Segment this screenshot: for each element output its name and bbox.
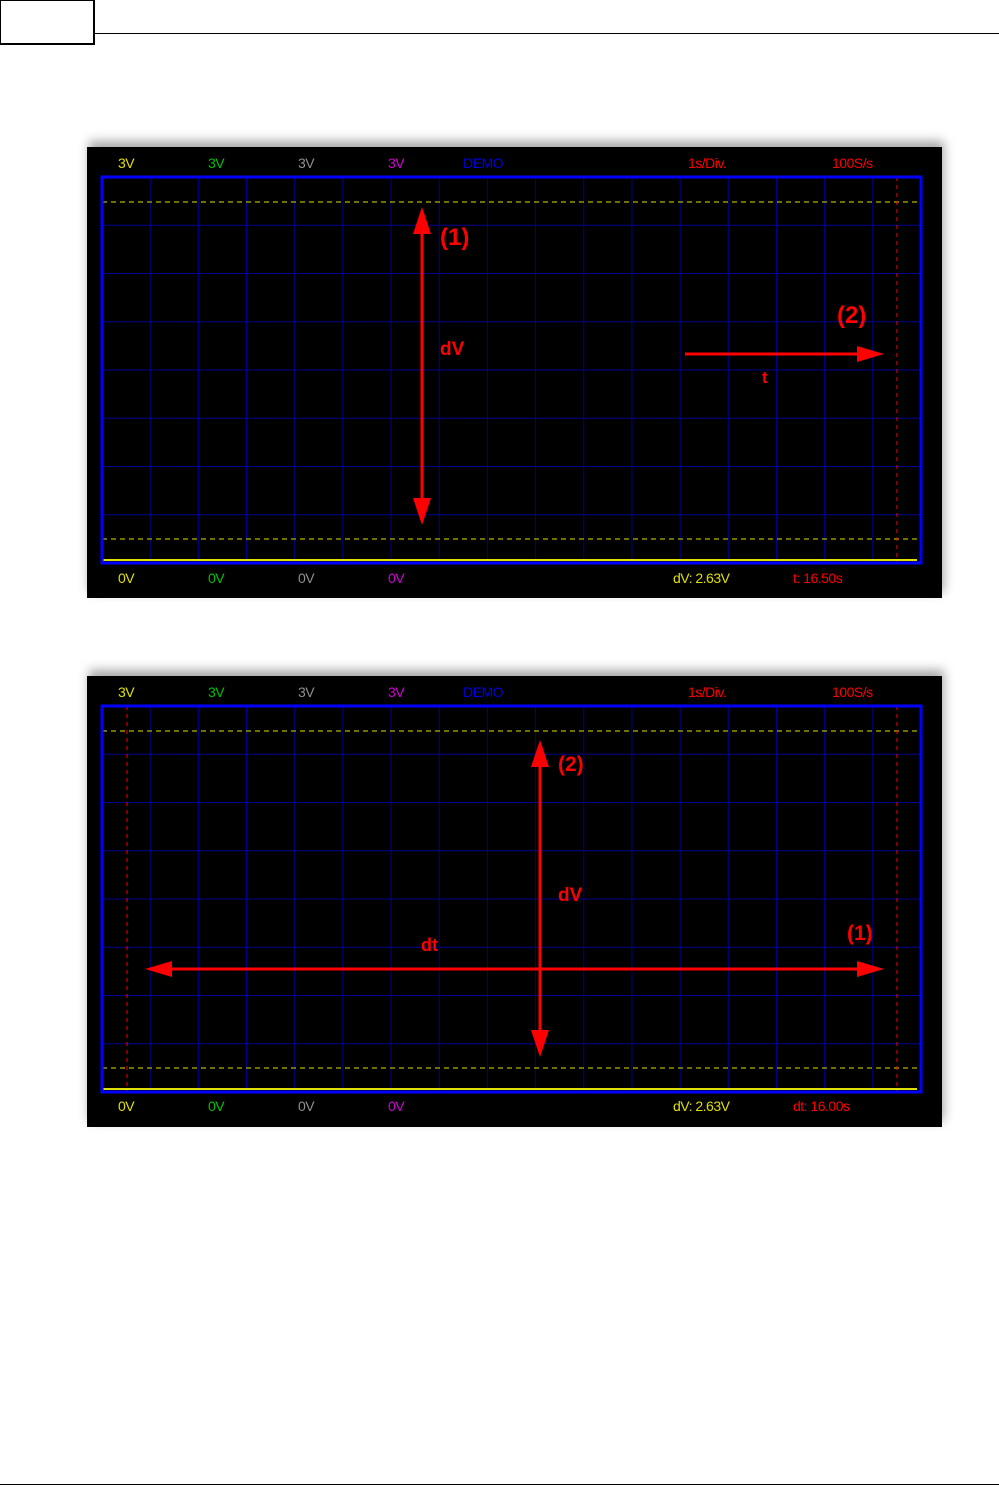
dv-arrow [531, 740, 549, 1057]
scope-display-1: (1) dV (2) t 3V 3V 3V 3V DEMO 1s/Div. 10… [100, 155, 923, 586]
ch3-scale: 3V [298, 684, 315, 700]
ch2-offset: 0V [208, 570, 225, 586]
oscilloscope-screenshot-2: (2) dV (1) dt 3V 3V 3V 3V DEMO 1s/Div. 1… [87, 676, 942, 1127]
dv-readout: dV: 2.63V [673, 570, 731, 586]
ch3-offset: 0V [298, 570, 315, 586]
marker-2: (2) [558, 753, 584, 776]
t-label: t [762, 368, 768, 387]
dv-arrow [413, 207, 431, 525]
sample-rate-label: 100S/s [832, 684, 873, 700]
ch3-scale: 3V [298, 155, 315, 171]
ch2-offset: 0V [208, 1098, 225, 1114]
scope-display-2: (2) dV (1) dt 3V 3V 3V 3V DEMO 1s/Div. 1… [100, 684, 923, 1114]
grid [102, 177, 921, 563]
dv-label: dV [558, 885, 583, 906]
timebase-label: 1s/Div. [688, 684, 726, 700]
timebase-label: 1s/Div. [688, 155, 726, 171]
t-arrow [685, 346, 884, 362]
ch2-scale: 3V [208, 684, 225, 700]
grid [102, 706, 921, 1092]
ch4-offset: 0V [388, 570, 405, 586]
dv-label: dV [440, 339, 465, 360]
ch1-scale: 3V [118, 684, 135, 700]
time-readout: dt: 16.00s [793, 1098, 850, 1114]
plot-frame [100, 175, 923, 565]
footer-rule [0, 1484, 999, 1485]
dv-readout: dV: 2.63V [673, 1098, 731, 1114]
marker-2: (2) [837, 302, 866, 329]
plot-frame [100, 704, 923, 1094]
ch2-scale: 3V [208, 155, 225, 171]
dt-arrow [145, 961, 884, 977]
mode-label: DEMO [463, 684, 504, 700]
time-readout: t: 16.50s [793, 570, 843, 586]
dt-label: dt [421, 935, 438, 955]
header-rule [95, 33, 999, 34]
oscilloscope-screenshot-1: (1) dV (2) t 3V 3V 3V 3V DEMO 1s/Div. 10… [87, 147, 942, 598]
ch4-scale: 3V [388, 155, 405, 171]
sample-rate-label: 100S/s [832, 155, 873, 171]
marker-1: (1) [847, 922, 873, 945]
ch4-offset: 0V [388, 1098, 405, 1114]
ch1-scale: 3V [118, 155, 135, 171]
ch1-offset: 0V [118, 1098, 135, 1114]
ch4-scale: 3V [388, 684, 405, 700]
ch3-offset: 0V [298, 1098, 315, 1114]
ch1-offset: 0V [118, 570, 135, 586]
marker-1: (1) [440, 224, 469, 251]
mode-label: DEMO [463, 155, 504, 171]
header-box [0, 0, 95, 45]
